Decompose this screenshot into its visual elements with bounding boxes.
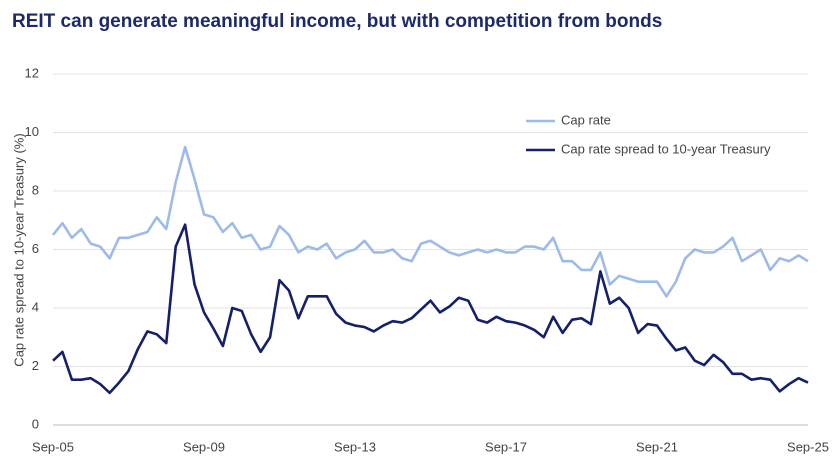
x-tick-label: Sep-09: [183, 439, 225, 454]
line-series: [51, 145, 809, 298]
x-tick-label: Sep-21: [636, 439, 678, 454]
y-tick-label: 12: [25, 65, 39, 80]
y-tick-label: 2: [32, 358, 39, 373]
y-tick-label: 6: [32, 241, 39, 256]
line-series: [52, 223, 809, 395]
x-tick-label: Sep-13: [334, 439, 376, 454]
x-tick-label: Sep-17: [485, 439, 527, 454]
y-tick-label: 4: [32, 299, 39, 314]
y-axis-label: Cap rate spread to 10-year Treasury (%): [11, 133, 26, 366]
y-tick-label: 10: [25, 124, 39, 139]
x-tick-label: Sep-25: [787, 439, 829, 454]
legend-label: Cap rate: [561, 112, 611, 127]
x-tick-label: Sep-05: [32, 439, 74, 454]
y-tick-label: 0: [32, 416, 39, 431]
chart-title: REIT can generate meaningful income, but…: [12, 11, 662, 32]
y-tick-label: 8: [32, 182, 39, 197]
legend-label: Cap rate spread to 10-year Treasury: [561, 141, 771, 156]
